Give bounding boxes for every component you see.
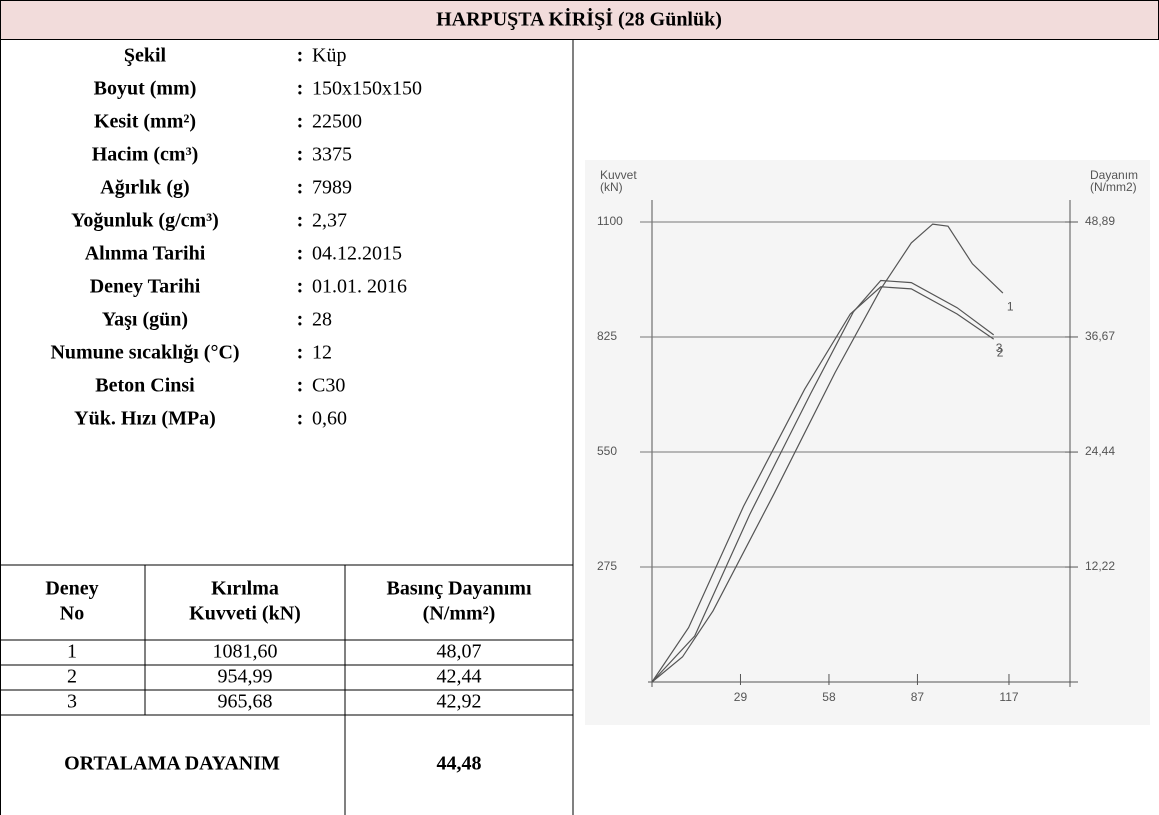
y2-tick-label: 12,22 xyxy=(1085,559,1115,573)
separator: : xyxy=(297,111,304,133)
table-cell: 1081,60 xyxy=(213,641,278,663)
y2-axis-label: Dayanım xyxy=(1090,168,1138,182)
property-label: Yoğunluk (g/cm³) xyxy=(71,210,219,232)
header-cell: Kuvveti (kN) xyxy=(189,603,301,625)
property-label: Şekil xyxy=(124,45,167,67)
property-label: Boyut (mm) xyxy=(94,78,197,100)
property-value: 150x150x150 xyxy=(312,78,422,100)
x-tick-label: 87 xyxy=(911,690,925,704)
curve xyxy=(651,286,995,683)
curve-label: 3 xyxy=(996,341,1003,355)
property-value: 28 xyxy=(312,309,332,331)
header-cell: Deney xyxy=(45,578,98,600)
property-value: 7989 xyxy=(312,177,352,199)
y-axis-label: Kuvvet xyxy=(600,168,637,182)
property-label: Kesit (mm²) xyxy=(94,111,196,133)
chart-background xyxy=(585,160,1150,725)
separator: : xyxy=(297,45,304,67)
separator: : xyxy=(297,144,304,166)
curve xyxy=(651,279,995,683)
property-label: Numune sıcaklığı (°C) xyxy=(50,342,239,364)
curve-label: 1 xyxy=(1007,299,1014,313)
y2-tick-label: 48,89 xyxy=(1085,214,1115,228)
property-label: Yük. Hızı (MPa) xyxy=(74,408,216,430)
property-label: Yaşı (gün) xyxy=(102,309,188,331)
separator: : xyxy=(297,276,304,298)
header-cell: Kırılma xyxy=(211,578,279,600)
x-tick-label: 58 xyxy=(822,690,836,704)
separator: : xyxy=(297,78,304,100)
footer-value: 44,48 xyxy=(437,753,482,775)
property-value: 2,37 xyxy=(312,210,347,232)
table-cell: 42,44 xyxy=(437,666,482,688)
y-tick-label: 825 xyxy=(597,329,617,343)
separator: : xyxy=(297,210,304,232)
property-value: 0,60 xyxy=(312,408,347,430)
separator: : xyxy=(297,177,304,199)
curve-label: 2 xyxy=(997,345,1004,359)
header-cell: Basınç Dayanımı xyxy=(386,578,531,600)
footer-label: ORTALAMA DAYANIM xyxy=(64,753,280,775)
y2-axis-label: (N/mm2) xyxy=(1090,180,1137,194)
table-cell: 42,92 xyxy=(437,691,482,713)
y-axis-label: (kN) xyxy=(600,180,623,194)
property-label: Beton Cinsi xyxy=(95,375,195,397)
separator: : xyxy=(297,375,304,397)
x-tick-label: 117 xyxy=(999,690,1018,704)
property-value: 12 xyxy=(312,342,332,364)
separator: : xyxy=(297,309,304,331)
table-cell: 2 xyxy=(67,666,77,688)
title-bar xyxy=(0,0,1159,40)
y-tick-label: 550 xyxy=(597,444,617,458)
property-value: 3375 xyxy=(312,144,352,166)
x-tick-label: 29 xyxy=(734,690,748,704)
table-cell: 954,99 xyxy=(218,666,273,688)
separator: : xyxy=(297,342,304,364)
property-value: 22500 xyxy=(312,111,362,133)
separator: : xyxy=(297,243,304,265)
property-label: Ağırlık (g) xyxy=(100,177,189,199)
y-tick-label: 275 xyxy=(597,559,617,573)
property-value: 01.01. 2016 xyxy=(312,276,407,298)
table-cell: 1 xyxy=(67,641,77,663)
property-label: Alınma Tarihi xyxy=(85,243,206,265)
y-tick-label: 1100 xyxy=(597,214,623,228)
property-label: Deney Tarihi xyxy=(90,276,201,298)
header-cell: No xyxy=(60,603,84,625)
table-cell: 3 xyxy=(67,691,77,713)
table-cell: 48,07 xyxy=(437,641,482,663)
property-value: Küp xyxy=(312,45,346,67)
y2-tick-label: 36,67 xyxy=(1085,329,1115,343)
property-label: Hacim (cm³) xyxy=(92,144,199,166)
table-cell: 965,68 xyxy=(218,691,273,713)
property-value: C30 xyxy=(312,375,345,397)
title: HARPUŞTA KİRİŞİ (28 Günlük) xyxy=(436,7,722,31)
separator: : xyxy=(297,408,304,430)
curve xyxy=(651,223,1004,683)
y2-tick-label: 24,44 xyxy=(1085,444,1115,458)
property-value: 04.12.2015 xyxy=(312,243,402,265)
header-cell: (N/mm²) xyxy=(423,603,496,625)
